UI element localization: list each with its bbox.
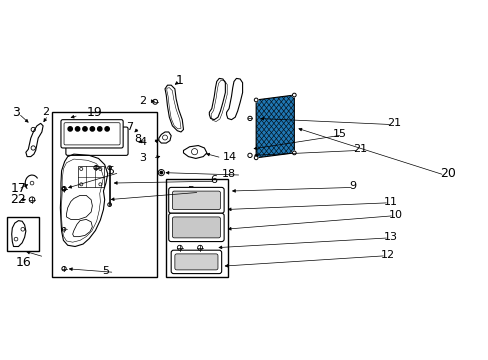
Text: 12: 12 [380,249,394,260]
Text: 20: 20 [439,167,455,180]
Text: 7: 7 [125,122,133,132]
Text: 2: 2 [42,107,49,117]
Bar [7,217,40,251]
Text: 22: 22 [10,193,25,206]
Polygon shape [256,95,294,158]
Text: 9: 9 [349,181,356,191]
Text: 5: 5 [187,186,194,196]
Text: 19: 19 [86,106,102,119]
Text: 10: 10 [388,210,402,220]
Text: 3: 3 [12,106,20,119]
Text: 5: 5 [102,266,109,276]
FancyBboxPatch shape [168,213,224,242]
Circle shape [292,93,296,97]
Text: 3: 3 [139,153,146,163]
Circle shape [254,156,258,160]
Circle shape [254,98,258,102]
FancyBboxPatch shape [172,191,220,210]
FancyBboxPatch shape [61,120,123,148]
Text: 4: 4 [139,137,146,147]
Text: 6: 6 [210,175,217,185]
Text: 21: 21 [386,118,400,129]
Bar [166,179,227,277]
Text: 15: 15 [332,130,346,139]
Text: 16: 16 [16,256,31,269]
Text: 5: 5 [107,166,114,176]
Circle shape [160,171,162,174]
FancyBboxPatch shape [175,254,218,270]
Circle shape [75,127,80,131]
Text: 11: 11 [384,197,397,207]
FancyBboxPatch shape [66,127,128,156]
Text: 18: 18 [222,169,236,179]
Circle shape [90,127,94,131]
Text: 14: 14 [223,152,237,162]
Text: 13: 13 [384,231,397,242]
Text: 17: 17 [11,181,27,194]
Text: 21: 21 [353,144,367,154]
Circle shape [68,127,72,131]
Circle shape [292,151,296,155]
Circle shape [82,127,87,131]
FancyBboxPatch shape [172,217,220,238]
Text: 2: 2 [139,96,146,106]
Text: 1: 1 [176,74,183,87]
Text: 8: 8 [134,134,142,144]
Circle shape [98,127,102,131]
Circle shape [105,127,109,131]
FancyBboxPatch shape [171,250,221,274]
Bar [78,166,104,188]
FancyBboxPatch shape [168,188,224,213]
Bar [52,112,157,277]
